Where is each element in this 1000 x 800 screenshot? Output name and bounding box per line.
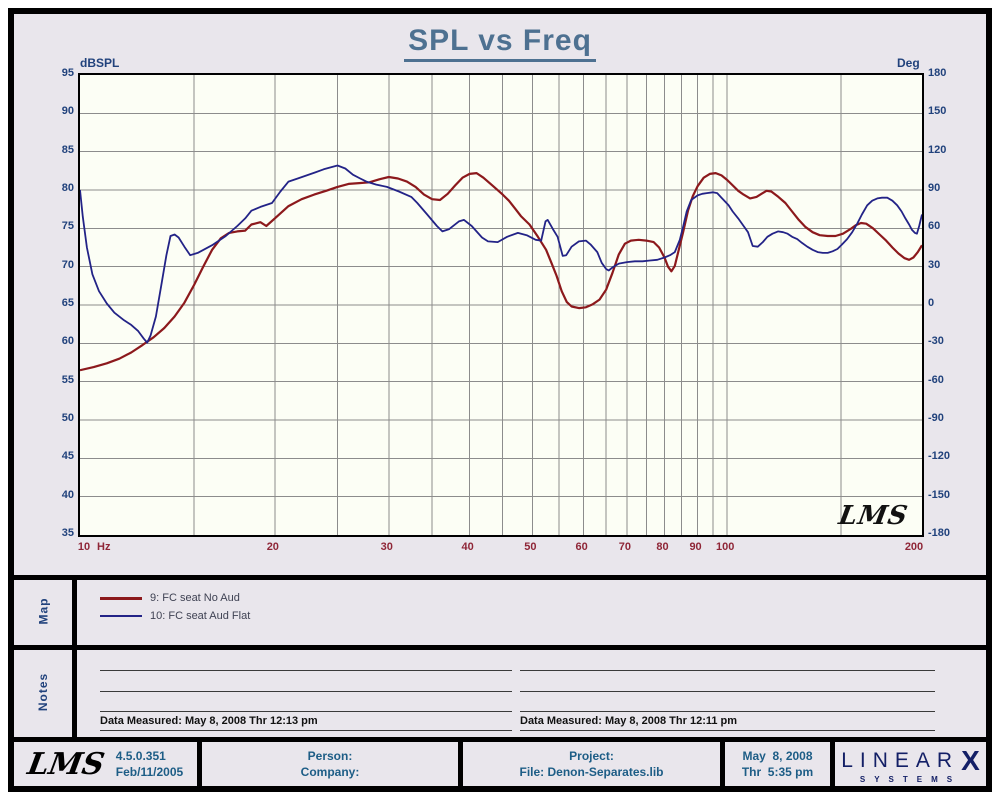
project-label: Project: — [569, 749, 614, 763]
left-axis-label: dBSPL — [80, 56, 120, 70]
right-tick-180: 180 — [928, 67, 947, 79]
left-tick-65: 65 — [61, 297, 74, 309]
data-measured-left: Data Measured: May 8, 2008 Thr 12:13 pm — [100, 715, 512, 731]
left-tick-80: 80 — [61, 182, 74, 194]
x-tick-50: 50 — [524, 541, 537, 553]
footer-time: Thr 5:35 pm — [741, 765, 814, 779]
x-tick-10: 10 — [77, 541, 91, 553]
x-tick-80: 80 — [656, 541, 669, 553]
right-tick--60: -60 — [928, 373, 944, 386]
right-tick-0: 0 — [928, 297, 935, 309]
left-tick-50: 50 — [61, 412, 74, 424]
plot-area: LMS — [78, 73, 924, 537]
company-label: Company: — [300, 765, 360, 779]
x-tick-200: 200 — [904, 541, 924, 553]
page-title: SPL vs Freq — [0, 24, 1000, 62]
notes-side-divider — [72, 650, 77, 737]
lms-logo: LMS — [24, 746, 107, 782]
footer-divider — [830, 742, 835, 786]
note-line — [520, 670, 935, 671]
right-tick--150: -150 — [928, 488, 951, 501]
right-tick-60: 60 — [928, 220, 941, 233]
legend-item: 9: FC seat No Aud — [100, 590, 240, 606]
lms-watermark: LMS — [836, 501, 911, 531]
footer-divider — [197, 742, 202, 786]
map-section-label: Map — [36, 597, 50, 625]
series-9-fc-seat-no-aud — [80, 171, 922, 372]
x-tick-40: 40 — [461, 541, 474, 553]
x-tick-20: 20 — [266, 541, 279, 553]
app-version-date: Feb/11/2005 — [115, 765, 184, 779]
series-10-fc-seat-aud-flat — [80, 164, 922, 344]
x-axis-unit: Hz — [97, 541, 111, 553]
footer-date: May 8, 2008 — [742, 749, 813, 763]
right-tick-150: 150 — [928, 105, 947, 118]
footer-divider — [458, 742, 463, 786]
x-tick-90: 90 — [689, 541, 702, 553]
left-tick-95: 95 — [61, 67, 74, 79]
left-tick-70: 70 — [61, 258, 74, 271]
footer-divider — [720, 742, 725, 786]
right-tick-90: 90 — [928, 182, 941, 194]
footer-person-cell: Person: Company: — [202, 742, 458, 786]
note-line — [100, 691, 512, 692]
person-label: Person: — [307, 749, 353, 763]
linearx-systems: SYSTEMS — [859, 774, 962, 784]
right-tick--120: -120 — [928, 450, 951, 463]
x-tick-100: 100 — [715, 541, 735, 553]
chart-title: SPL vs Freq — [404, 24, 596, 62]
note-line — [520, 691, 935, 692]
divider-chart-map — [14, 575, 986, 580]
note-line — [100, 711, 512, 712]
footer-brand-cell: LINEAR X SYSTEMS — [835, 742, 986, 786]
notes-section-label: Notes — [36, 672, 50, 712]
right-tick--30: -30 — [928, 335, 944, 348]
data-measured-right: Data Measured: May 8, 2008 Thr 12:11 pm — [520, 715, 935, 731]
footer-project-cell: Project: File: Denon-Separates.lib — [463, 742, 720, 786]
footer-app-cell: LMS 4.5.0.351 Feb/11/2005 — [14, 742, 197, 786]
divider-notes-footer — [14, 737, 986, 742]
divider-map-notes — [14, 645, 986, 650]
left-tick-90: 90 — [61, 105, 74, 118]
right-axis-label: Deg — [897, 56, 920, 70]
spl-vs-freq-chart — [80, 75, 922, 535]
file-label: File: Denon-Separates.lib — [519, 765, 664, 779]
linearx-logo: LINEAR X — [841, 744, 980, 776]
x-tick-70: 70 — [618, 541, 632, 553]
left-tick-35: 35 — [61, 527, 74, 539]
legend-swatch — [100, 615, 142, 617]
footer-date-cell: May 8, 2008 Thr 5:35 pm — [725, 742, 830, 786]
left-tick-60: 60 — [61, 335, 74, 348]
left-tick-40: 40 — [61, 488, 74, 501]
linearx-x: X — [961, 744, 980, 776]
note-line — [520, 711, 935, 712]
left-tick-85: 85 — [61, 143, 74, 156]
x-tick-30: 30 — [380, 541, 393, 553]
legend-label: 10: FC seat Aud Flat — [150, 610, 251, 622]
left-tick-75: 75 — [61, 220, 74, 233]
right-tick--90: -90 — [928, 412, 944, 424]
legend-item: 10: FC seat Aud Flat — [100, 608, 250, 624]
legend-swatch — [100, 596, 142, 600]
x-tick-60: 60 — [575, 541, 588, 553]
map-side-divider — [72, 580, 77, 645]
legend-label: 9: FC seat No Aud — [150, 592, 240, 604]
left-tick-45: 45 — [61, 450, 74, 463]
app-version: 4.5.0.351 — [115, 749, 166, 763]
right-tick--180: -180 — [928, 527, 951, 539]
right-tick-120: 120 — [928, 143, 947, 156]
right-tick-30: 30 — [928, 258, 941, 271]
left-tick-55: 55 — [61, 373, 74, 386]
note-line — [100, 670, 512, 671]
